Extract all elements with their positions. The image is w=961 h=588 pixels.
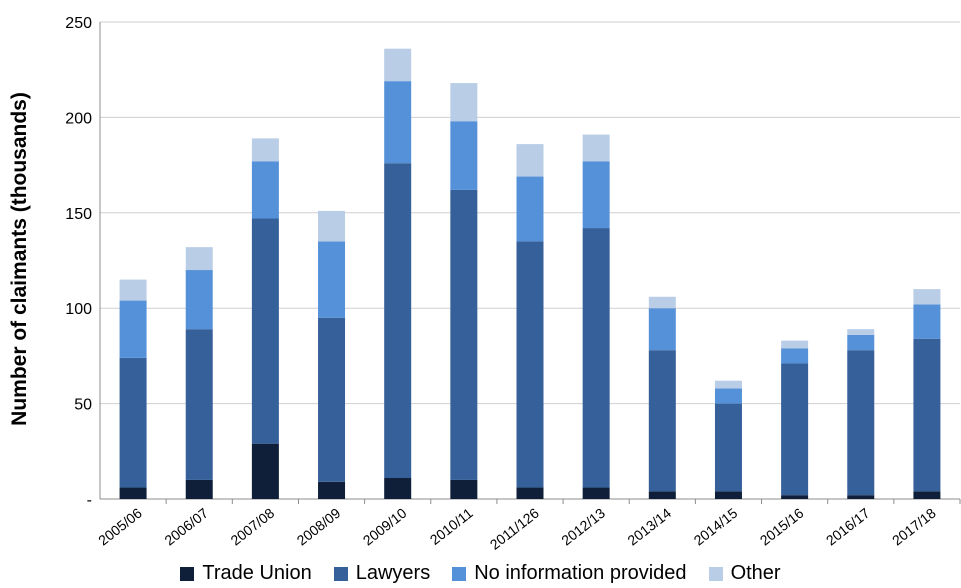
x-tick-label: 2008/09 (294, 505, 344, 549)
bar-segment (384, 81, 412, 164)
legend-item: Other (708, 562, 781, 585)
y-tick-label: 250 (65, 15, 92, 32)
bar-segment (648, 350, 676, 492)
bar-segment (648, 308, 676, 351)
bar-segment (384, 163, 412, 479)
y-tick-label: 150 (65, 206, 92, 223)
bar-segment (119, 300, 147, 358)
x-tick-label: 2011/126 (487, 505, 542, 553)
legend-swatch (180, 566, 195, 581)
bar-segment (582, 487, 610, 499)
bar-segment (450, 83, 478, 122)
legend-label: Lawyers (355, 562, 431, 584)
legend-swatch (452, 566, 467, 581)
legend-swatch (708, 566, 723, 581)
bar-segment (185, 329, 213, 480)
bar-segment (185, 270, 213, 330)
bar-segment (119, 357, 147, 488)
bar-segment (913, 304, 941, 339)
bar-segment (714, 388, 742, 404)
bar-segment (185, 479, 213, 499)
bar-segment (913, 338, 941, 492)
bar-segment (318, 210, 346, 242)
x-tick-label: 2009/10 (360, 505, 410, 549)
bar-segment (714, 403, 742, 492)
bar-segment (251, 218, 279, 444)
bar-segment (781, 340, 809, 349)
legend-swatch (333, 566, 348, 581)
bar-segment (384, 48, 412, 82)
bar-segment (318, 241, 346, 318)
bar-segment (781, 363, 809, 496)
bar-segment (714, 491, 742, 499)
x-tick-label: 2006/07 (161, 505, 211, 549)
legend-label: Other (730, 562, 781, 584)
y-tick-label: 200 (65, 110, 92, 127)
x-tick-label: 2013/14 (624, 505, 674, 549)
x-tick-label: 2012/13 (558, 505, 608, 549)
bar-segment (318, 317, 346, 482)
x-tick-label: 2017/18 (889, 505, 939, 549)
bar-segment (847, 350, 875, 496)
bar-segment (516, 487, 544, 499)
bar-segment (516, 176, 544, 242)
y-axis-title: Number of claimants (thousands) (8, 92, 31, 426)
x-tick-label: 2005/06 (95, 505, 145, 549)
y-axis: - 50 100 150 200 250 (65, 15, 101, 509)
x-tick-label: 2010/11 (427, 505, 476, 548)
bar-segment (714, 380, 742, 389)
bar-segment (384, 478, 412, 499)
legend-label: Trade Union (202, 562, 312, 584)
y-tick-label: - (87, 492, 92, 509)
bar-segment (251, 443, 279, 499)
bar-segment (781, 495, 809, 499)
bar-segment (119, 487, 147, 499)
bar-segment (648, 296, 676, 309)
bar-segment (516, 144, 544, 177)
bar-segment (516, 241, 544, 488)
bar-segment (913, 491, 941, 499)
bar-segment (781, 348, 809, 364)
bar-segment (582, 134, 610, 162)
bar-segment (847, 334, 875, 351)
legend-item: Trade Union (180, 562, 312, 585)
x-axis: 2005/06 2006/07 2007/08 2008/09 2009/10 2010/… (95, 499, 961, 553)
bar-segment (450, 189, 478, 480)
bar-segment (450, 479, 478, 499)
bar-segment (251, 138, 279, 162)
x-tick-label: 2014/15 (691, 505, 741, 549)
legend-item: Lawyers (333, 562, 431, 585)
bar-segment (119, 279, 147, 301)
legend: Trade Union Lawyers No information provide… (0, 562, 961, 585)
legend-item: No information provided (452, 562, 687, 585)
bar-segment (582, 161, 610, 229)
bars (119, 48, 941, 499)
bar-segment (450, 121, 478, 190)
bar-segment (185, 247, 213, 271)
bar-segment (582, 228, 610, 488)
bar-segment (251, 161, 279, 219)
bar-segment (318, 481, 346, 499)
x-tick-label: 2007/08 (228, 505, 278, 549)
y-tick-label: 50 (74, 397, 92, 414)
x-tick-label: 2016/17 (823, 505, 873, 549)
y-tick-label: 100 (65, 301, 92, 318)
bar-segment (847, 495, 875, 499)
bar-segment (847, 329, 875, 335)
x-tick-label: 2015/16 (757, 505, 807, 549)
legend-label: No information provided (474, 562, 687, 584)
bar-segment (913, 289, 941, 305)
bar-segment (648, 491, 676, 499)
